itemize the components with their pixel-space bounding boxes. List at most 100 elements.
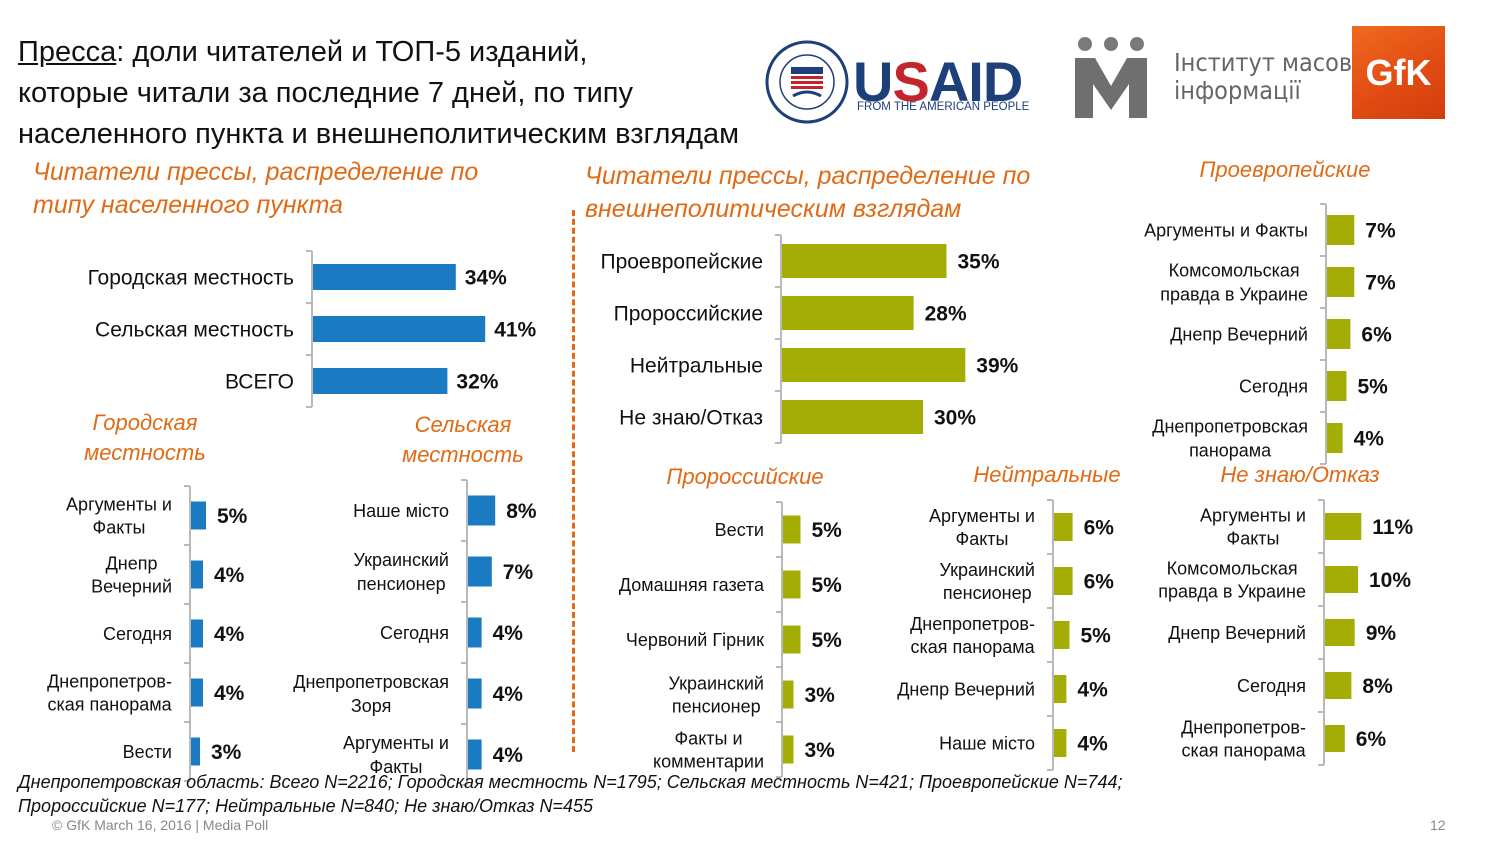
bar — [191, 560, 203, 589]
title-line3: населенного пункта и внешнеполитическим … — [18, 118, 740, 150]
usaid-wordmark: USAID — [853, 50, 1023, 113]
category-label: Сегодня — [380, 623, 449, 643]
value-label: 5% — [217, 505, 248, 528]
gfk-logo: GfK — [1352, 26, 1445, 119]
panel-divider — [572, 210, 575, 752]
category-label: Проевропейские — [600, 251, 763, 274]
bar — [1325, 619, 1355, 646]
dk-chart-title: Не знаю/Отказ — [1220, 462, 1380, 487]
title-line1-rest: : доли читателей и ТОП-5 изданий, — [116, 36, 588, 68]
bar — [782, 244, 947, 278]
bar — [1054, 675, 1067, 703]
value-label: 10% — [1369, 569, 1411, 592]
value-label: 3% — [211, 741, 242, 764]
proru-bar-chart: 5% Вести 5% Домашняя газета 5% Червоний Гірни… — [619, 501, 843, 778]
category-label: Червоний Гірник — [626, 630, 764, 650]
category-label: Днепр Вечерний — [897, 679, 1035, 699]
value-label: 5% — [812, 519, 843, 542]
category-label: Сегодня — [1237, 676, 1306, 696]
category-label: Вести — [123, 742, 172, 762]
value-label: 4% — [1077, 679, 1108, 702]
proru-chart-title: Пророссийские — [666, 464, 824, 489]
category-label: Сельская местность — [95, 319, 294, 342]
category-label: Днепропетровская Зоря — [293, 672, 449, 716]
value-label: 5% — [812, 629, 843, 652]
category-label: Украинский пенсионер — [353, 550, 449, 594]
urban-title-line1: Городская — [92, 410, 198, 435]
value-label: 6% — [1356, 728, 1387, 751]
category-label: Аргументы и Факты — [929, 506, 1035, 549]
settlement-bar-chart: 34% Городская местность 41% Сельская местно… — [88, 250, 537, 408]
bar — [1327, 215, 1355, 245]
value-label: 3% — [805, 739, 836, 762]
category-label: Аргументы и Факты — [343, 733, 449, 777]
rural-title-line2: местность — [402, 442, 524, 467]
bar — [191, 678, 203, 707]
value-label: 4% — [493, 683, 524, 706]
rural-title-line1: Сельская — [414, 412, 512, 437]
value-label: 9% — [1366, 622, 1397, 645]
category-label: Аргументы и Факты — [1144, 220, 1308, 240]
value-label: 6% — [1084, 571, 1115, 594]
footnote-line1: Днепропетровская область: Всего N=2216; … — [18, 772, 1123, 792]
bar — [468, 556, 492, 587]
value-label: 28% — [925, 303, 967, 326]
urban-bar-chart: 5% Аргументы и Факты 4% Днепр Вечерний 4% Сегод… — [47, 485, 248, 782]
value-label: 41% — [494, 319, 536, 342]
proeu-bar-chart: 7% Аргументы и Факты 7% Комсомольская правда… — [1144, 203, 1396, 465]
views-bar-chart: 35% Проевропейские 28% Пророссийские 39% Нейт… — [600, 234, 1019, 444]
value-label: 4% — [1354, 428, 1385, 451]
bar — [1325, 566, 1358, 593]
neutral-bar-chart: 6% Аргументы и Факты 6% Украинский пенсионер 5… — [897, 499, 1115, 771]
category-label: Домашняя газета — [619, 575, 765, 595]
slide-title: Пресса: доли читателей и ТОП-5 изданий, … — [18, 32, 878, 155]
bar — [1327, 267, 1355, 297]
logo-strip: USAID FROM THE AMERICAN PEOPLE Інститут … — [765, 24, 1455, 124]
bar — [1054, 621, 1070, 649]
usaid-seal-logo — [765, 40, 849, 124]
bar — [1327, 371, 1347, 401]
category-label: Городская местность — [88, 267, 294, 290]
neutral-chart-title: Нейтральные — [973, 462, 1121, 487]
bar — [783, 570, 801, 599]
urban-title-line2: местность — [84, 440, 206, 465]
category-label: ВСЕГО — [225, 371, 294, 394]
category-label: Комсомольская правда в Украине — [1160, 260, 1308, 304]
category-label: Аргументы и Факты — [1200, 505, 1306, 548]
footnote-line2: Пророссийские N=177; Нейтральные N=840; … — [18, 796, 593, 816]
value-label: 5% — [1358, 376, 1389, 399]
category-label: Днепропетров-ская панорама — [910, 614, 1036, 657]
settlement-panel-title: Читатели прессы, распределение по типу н… — [33, 156, 478, 222]
category-label: Наше місто — [939, 733, 1035, 753]
value-label: 4% — [493, 744, 524, 767]
imi-people-icon — [1075, 37, 1147, 118]
bar — [468, 739, 482, 770]
imi-line2: інформації — [1174, 76, 1301, 105]
category-label: Вести — [715, 520, 764, 540]
category-label: Днепр Вечерний — [1168, 623, 1306, 643]
usaid-tagline: FROM THE AMERICAN PEOPLE — [857, 101, 1030, 113]
category-label: Пророссийские — [614, 303, 763, 326]
category-label: Днепропетров-ская панорама — [1181, 717, 1307, 760]
category-label: Днепропетровская панорама — [1152, 416, 1308, 460]
bar — [1054, 567, 1073, 595]
category-label: Нейтральные — [630, 355, 763, 378]
title-underlined-word: Пресса — [18, 36, 117, 68]
category-label: Не знаю/Отказ — [619, 407, 763, 430]
bar — [1327, 423, 1343, 453]
value-label: 7% — [1365, 272, 1396, 295]
bar — [782, 400, 923, 434]
bar — [1054, 729, 1067, 757]
value-label: 4% — [214, 623, 245, 646]
urban-chart-title: Городская местность — [55, 408, 235, 468]
category-label: Аргументы и Факты — [66, 494, 172, 537]
sample-footnote: Днепропетровская область: Всего N=2216; … — [18, 770, 1338, 818]
bar — [191, 737, 200, 766]
value-label: 32% — [456, 371, 498, 394]
bar — [468, 495, 496, 526]
views-panel-title: Читатели прессы, распределение по внешне… — [585, 160, 1030, 226]
bar — [1327, 319, 1351, 349]
value-label: 6% — [1084, 517, 1115, 540]
value-label: 4% — [1077, 733, 1108, 756]
bar — [313, 368, 448, 394]
